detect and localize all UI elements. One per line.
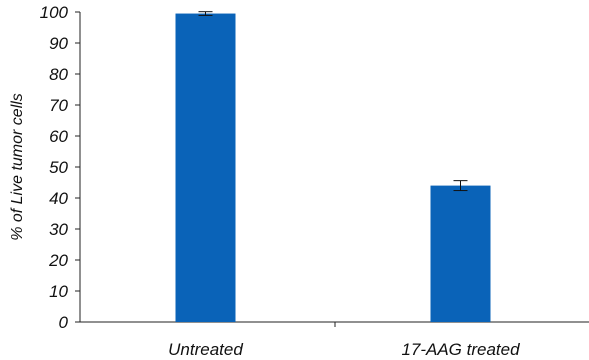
category-label: Untreated (168, 340, 243, 359)
bars (175, 13, 491, 323)
y-tick-label: 70 (49, 96, 68, 115)
y-tick-label: 90 (49, 34, 68, 53)
y-tick-label: 60 (49, 127, 68, 146)
category-label: 17-AAG treated (401, 340, 520, 359)
y-tick-label: 40 (49, 189, 68, 208)
y-tick-label: 100 (40, 3, 69, 22)
y-ticks: 0 10 20 30 40 50 60 70 80 90 100 (40, 3, 80, 332)
category-labels: Untreated 17-AAG treated (168, 340, 520, 359)
y-tick-label: 80 (49, 65, 68, 84)
y-axis-title: % of Live tumor cells (9, 93, 26, 241)
y-tick-label: 20 (48, 251, 68, 270)
bar (430, 185, 491, 322)
y-tick-label: 10 (49, 282, 68, 301)
bar (175, 13, 236, 323)
axes (79, 12, 589, 323)
y-tick-label: 50 (49, 158, 68, 177)
error-bars (198, 11, 468, 192)
y-tick-label: 30 (49, 220, 68, 239)
y-tick-label: 0 (59, 313, 69, 332)
